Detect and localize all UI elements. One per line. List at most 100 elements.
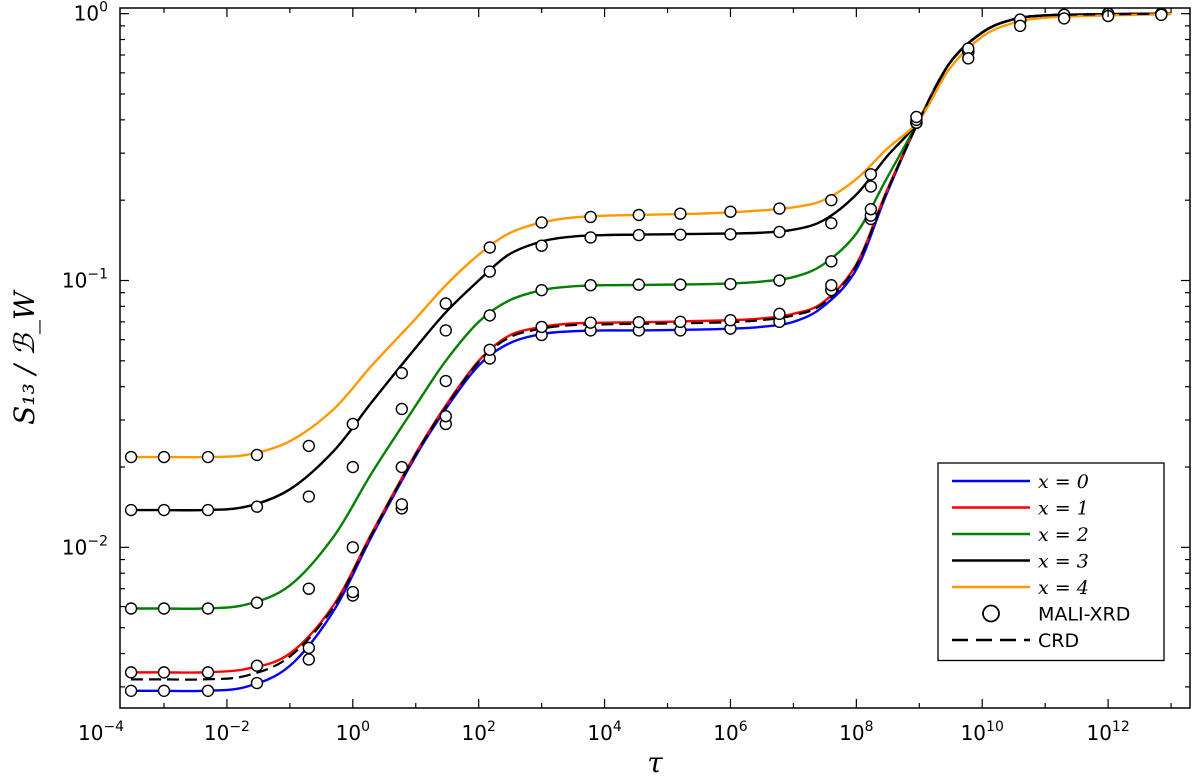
marker-layer <box>124 7 1168 697</box>
marker-point <box>864 168 878 181</box>
marker-point <box>773 307 786 321</box>
marker-point <box>724 205 737 218</box>
marker-point <box>346 460 360 474</box>
marker-point <box>535 320 548 334</box>
marker-point <box>535 283 548 297</box>
y-axis-label: S₁₃ / ℬ_W <box>8 289 41 425</box>
marker-point <box>124 450 138 464</box>
marker-point <box>483 309 496 322</box>
series-layer <box>131 12 1172 693</box>
marker-point <box>250 596 264 609</box>
marker-point <box>250 659 264 672</box>
x-tick-label: 10−4 <box>78 719 124 745</box>
legend: x = 0 x = 1 x = 2 x = 3 x = 4 MALI-XRD CRD <box>937 462 1165 662</box>
marker-point <box>584 279 597 292</box>
marker-point <box>302 653 316 666</box>
legend-label: x = 3 <box>1038 551 1089 573</box>
marker-point <box>302 641 316 655</box>
marker-point <box>395 498 408 511</box>
marker-point <box>632 208 646 222</box>
marker-point <box>250 500 264 513</box>
marker-point <box>535 239 548 252</box>
marker-point <box>773 202 786 215</box>
series-line-crd <box>131 12 1172 681</box>
marker-point <box>157 666 171 679</box>
marker-point <box>201 602 215 615</box>
marker-point <box>439 297 452 310</box>
marker-point <box>395 402 408 416</box>
marker-point <box>674 207 687 220</box>
y-tick-label: 10−2 <box>62 533 108 559</box>
x-tick-label: 1012 <box>1086 719 1129 745</box>
legend-label: x = 4 <box>1038 577 1089 599</box>
marker-point <box>1057 12 1071 25</box>
marker-point <box>439 324 452 337</box>
marker-point <box>724 228 737 241</box>
marker-point <box>584 316 597 329</box>
marker-point <box>483 241 496 254</box>
marker-point <box>201 450 215 464</box>
x-tick-label: 10−2 <box>204 719 250 745</box>
x-tick-label: 102 <box>462 719 496 745</box>
marker-point <box>584 231 597 244</box>
series-line-3 <box>131 12 1172 512</box>
marker-point <box>201 503 215 517</box>
marker-point <box>910 110 923 124</box>
marker-point <box>157 602 171 615</box>
marker-point <box>825 216 838 230</box>
x-tick-label: 106 <box>713 719 747 745</box>
marker-point <box>124 503 138 517</box>
marker-point <box>124 666 138 679</box>
marker-point <box>1155 8 1168 22</box>
marker-point <box>483 343 496 356</box>
marker-point <box>302 439 316 453</box>
axis-label-layer: τ S₁₃ / ℬ_W <box>8 289 663 778</box>
marker-point <box>632 315 646 329</box>
marker-point <box>302 490 316 503</box>
marker-point <box>157 684 171 697</box>
marker-point <box>157 450 171 464</box>
marker-point <box>674 228 687 241</box>
marker-point <box>825 279 838 292</box>
marker-point <box>157 503 171 517</box>
x-tick-label: 1010 <box>961 719 1004 745</box>
marker-point <box>201 684 215 697</box>
marker-point <box>535 216 548 229</box>
marker-point <box>825 193 838 207</box>
y-tick-label: 10−1 <box>62 266 108 292</box>
marker-point <box>483 265 496 278</box>
legend-label: MALI-XRD <box>1038 604 1130 626</box>
x-tick-label: 108 <box>839 719 873 745</box>
marker-point <box>674 315 687 329</box>
marker-point <box>395 366 408 380</box>
marker-point <box>825 255 838 268</box>
marker-point <box>201 666 215 679</box>
marker-point <box>773 225 786 239</box>
marker-point <box>250 448 264 462</box>
marker-point <box>346 585 360 599</box>
marker-point <box>773 274 786 287</box>
marker-point <box>632 278 646 291</box>
marker-point <box>124 602 138 615</box>
x-tick-label: 100 <box>336 719 370 745</box>
x-tick-label: 104 <box>587 719 621 745</box>
marker-point <box>439 374 452 388</box>
marker-point <box>302 582 316 595</box>
series-line-4 <box>131 13 1172 459</box>
marker-point <box>346 541 360 554</box>
marker-point <box>395 460 408 474</box>
marker-point <box>864 203 878 216</box>
marker-point <box>346 417 360 431</box>
legend-label: x = 1 <box>1038 498 1089 520</box>
marker-point <box>632 228 646 242</box>
marker-point <box>1013 19 1027 33</box>
legend-swatch-marker <box>982 604 1000 623</box>
marker-point <box>250 676 264 690</box>
tick-layer: 10−4 10−2 100 102 104 106 108 1010 1012 10−2 10−1 1… <box>62 0 1190 745</box>
marker-point <box>674 278 687 291</box>
marker-point <box>439 410 452 423</box>
legend-label: CRD <box>1038 630 1079 652</box>
y-tick-label: 100 <box>74 0 108 26</box>
legend-label: x = 0 <box>1038 471 1089 493</box>
